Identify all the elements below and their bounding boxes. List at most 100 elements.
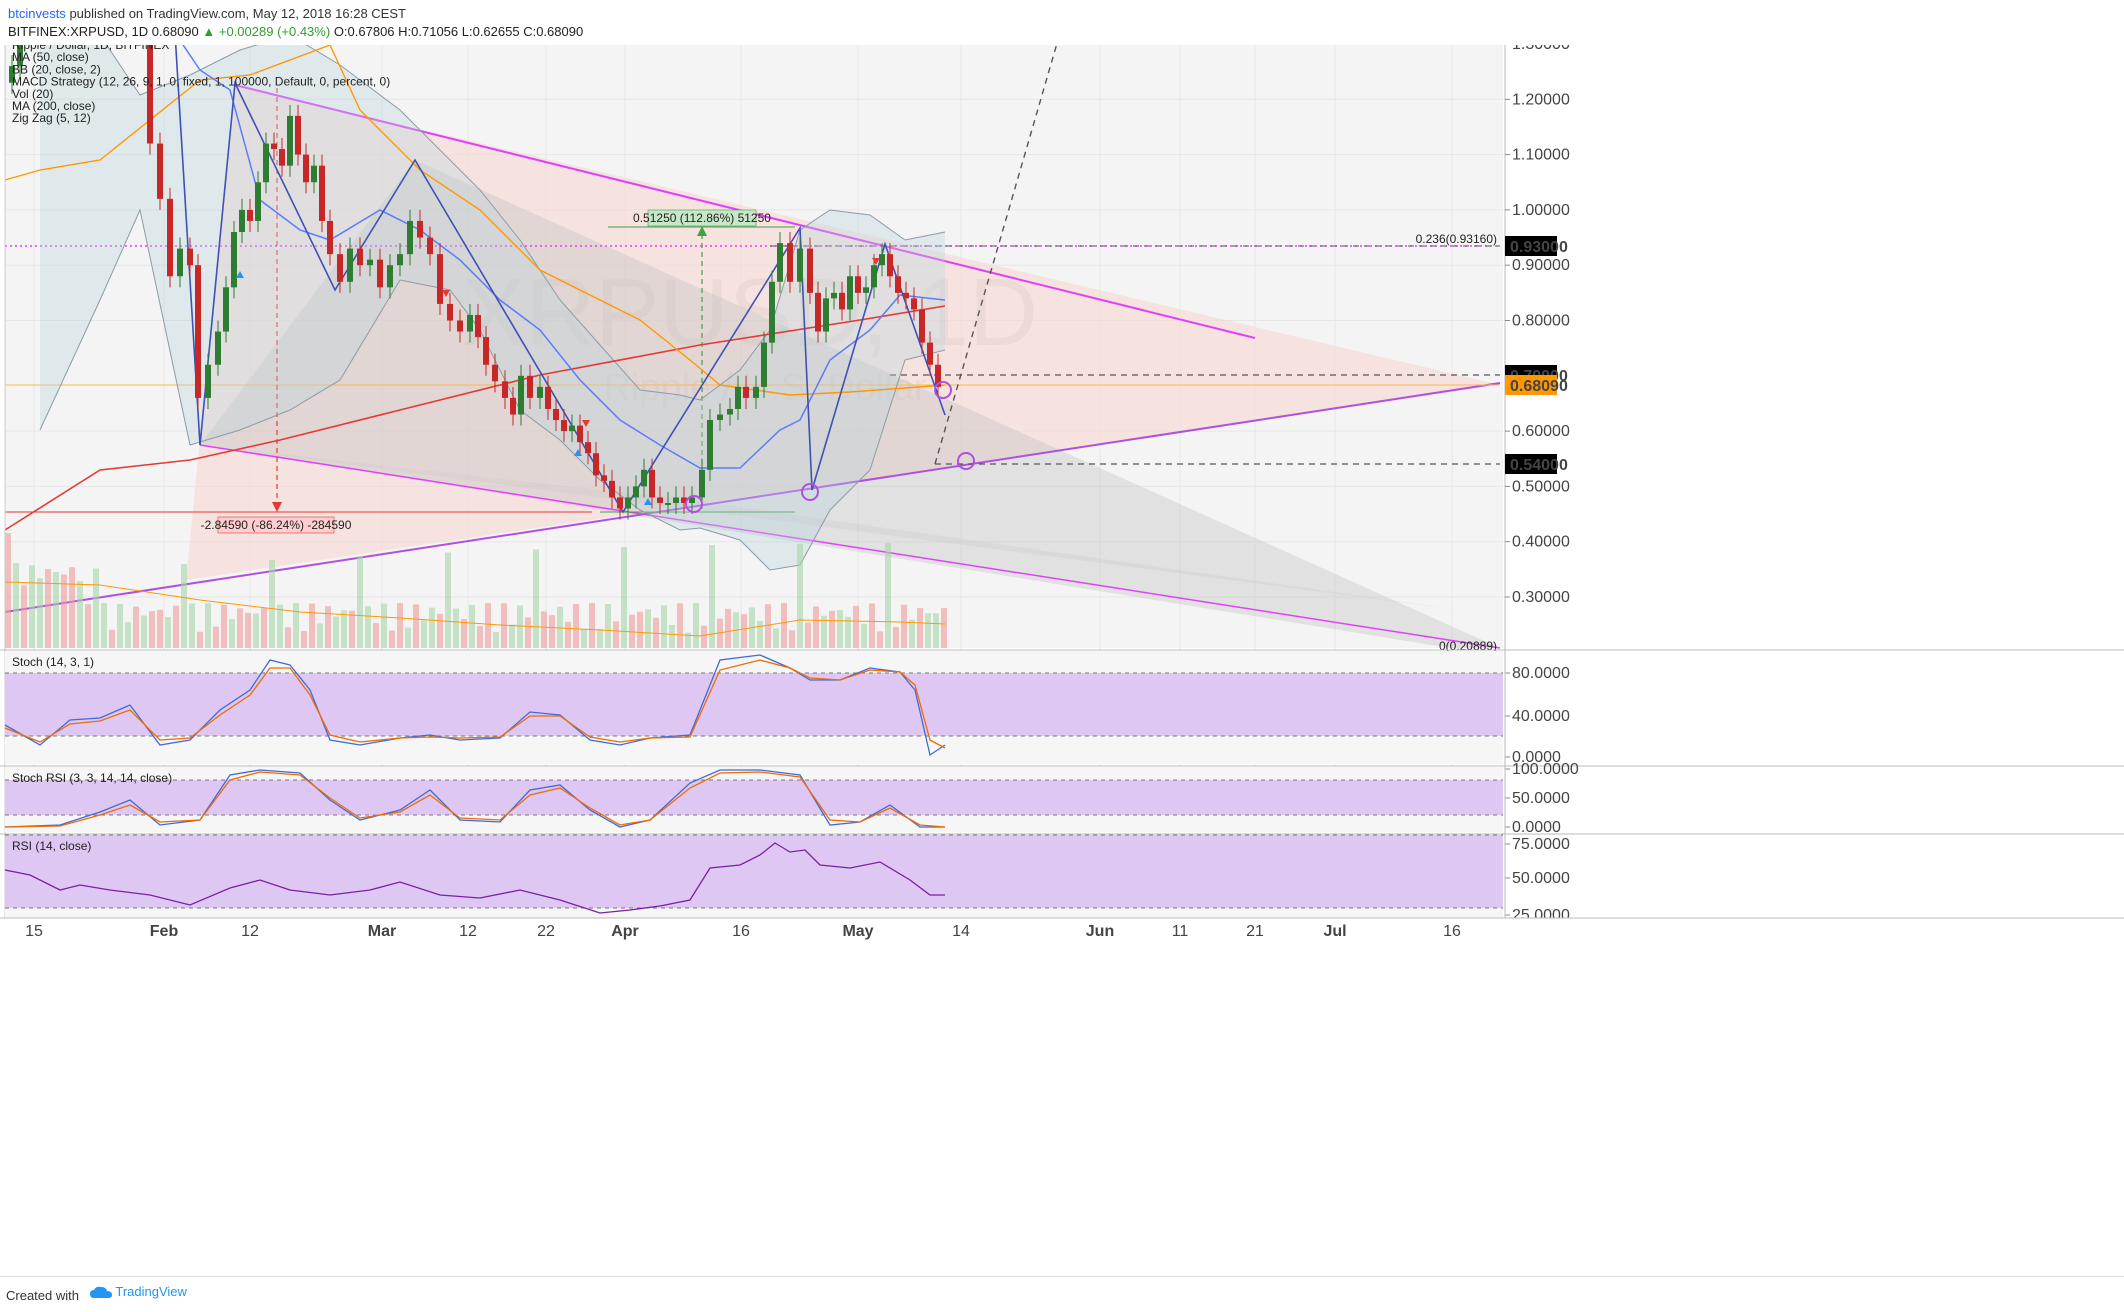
candle-body <box>727 408 733 415</box>
candle-body <box>407 220 413 255</box>
candle-body <box>167 198 173 277</box>
candle-body <box>777 243 783 282</box>
candle-body <box>625 497 631 509</box>
candle-body <box>927 342 933 365</box>
candle-body <box>177 248 183 277</box>
volume-bar <box>229 619 235 648</box>
candle-body <box>601 475 607 481</box>
candle-body <box>205 364 211 398</box>
volume-bar <box>341 610 347 648</box>
price-tick-label: 0.40000 <box>1512 534 1570 551</box>
zigzag-line <box>174 45 946 514</box>
buy-arrow-icon <box>644 498 652 505</box>
volume-bar <box>853 605 859 648</box>
chart-header: btcinvests published on TradingView.com,… <box>0 0 2124 45</box>
publish-text: published on TradingView.com, May 12, 20… <box>69 6 406 21</box>
price-tick-label: 1.00000 <box>1512 202 1570 219</box>
price-label-bg <box>1505 236 1557 256</box>
lower-wedge-line <box>199 444 1501 649</box>
volume-bar <box>261 607 267 648</box>
candle-body <box>271 143 277 150</box>
candle-body <box>9 66 15 83</box>
volume-bar <box>605 604 611 648</box>
candle-body <box>447 303 453 321</box>
publish-info: btcinvests published on TradingView.com,… <box>8 6 406 21</box>
time-tick-label: Apr <box>611 923 639 940</box>
volume-bar <box>397 603 403 648</box>
volume-bar <box>613 621 619 648</box>
volume-bar <box>565 621 571 648</box>
time-tick-label: 22 <box>537 923 555 940</box>
volume-bar <box>277 604 283 648</box>
candle-body <box>397 254 403 266</box>
chart-canvas[interactable]: XRPUSD, 1DRipple / U.S. Dollar0.51250 (1… <box>0 45 2124 1276</box>
volume-bar <box>797 543 803 648</box>
candle-body <box>577 425 583 443</box>
pane-tick-label: 50.0000 <box>1512 790 1570 807</box>
candle-body <box>475 314 481 338</box>
volume-bar <box>925 613 931 648</box>
tradingview-logo[interactable]: TradingView <box>90 1284 187 1300</box>
pane-tick-label: 75.0000 <box>1512 836 1570 853</box>
volume-bar <box>741 614 747 648</box>
price-label: 0.54000 <box>1510 457 1568 474</box>
volume-bar <box>181 564 187 648</box>
volume-ma-line <box>4 581 946 637</box>
volume-bar <box>917 608 923 648</box>
volume-bar <box>21 585 27 648</box>
candle-body <box>935 364 941 387</box>
volume-bar <box>429 607 435 648</box>
volume-bar <box>877 631 883 648</box>
volume-bar <box>597 628 603 648</box>
measure-up-label: 0.51250 (112.86%) 51250 <box>633 211 771 225</box>
candle-body <box>147 45 153 144</box>
author-link[interactable]: btcinvests <box>8 6 66 21</box>
symbol-ohlc: BITFINEX:XRPUSD, 1D 0.68090 ▲ +0.00289 (… <box>8 24 583 39</box>
candle-body <box>483 337 489 365</box>
legend-line: Vol (20) <box>12 87 53 101</box>
macd-strategy-line <box>182 45 946 469</box>
candle-body <box>510 397 516 415</box>
candle-body <box>919 309 925 343</box>
cloud-icon <box>90 1286 112 1298</box>
volume-bar <box>157 609 163 648</box>
candle-body <box>847 276 853 310</box>
candle-body <box>717 414 723 421</box>
candle-body <box>195 265 201 398</box>
volume-bar <box>389 630 395 648</box>
signal-circle <box>801 483 819 501</box>
candle-body <box>467 314 473 332</box>
chart-footer: Created with TradingView <box>0 1276 2124 1312</box>
time-tick-label: 16 <box>1443 923 1461 940</box>
volume-bar <box>189 603 195 648</box>
candle-body <box>295 115 301 155</box>
sell-arrow-icon <box>872 258 880 265</box>
legend-line: MACD Strategy (12, 26, 9, 1, 0, fixed, 1… <box>12 75 390 89</box>
candle-body <box>518 375 524 415</box>
volume-bar <box>317 623 323 648</box>
candle-body <box>437 254 443 304</box>
volume-bar <box>645 609 651 648</box>
sell-arrow-icon <box>442 290 450 297</box>
pane-tick-label: 40.0000 <box>1512 708 1570 725</box>
time-tick-label: 21 <box>1246 923 1264 940</box>
candle-body <box>337 254 343 282</box>
volume-bar <box>45 569 51 648</box>
signal-circle <box>957 452 975 470</box>
volume-bar <box>269 559 275 648</box>
signal-circle <box>934 381 952 399</box>
candle-body <box>287 115 293 166</box>
price-tick-label: 0.30000 <box>1512 589 1570 606</box>
volume-bar <box>77 581 83 648</box>
candle-body <box>327 220 333 255</box>
candle-body <box>895 276 901 293</box>
volume-bar <box>205 603 211 648</box>
volume-bar <box>365 606 371 648</box>
candle-body <box>231 232 237 288</box>
volume-bar <box>589 603 595 648</box>
candle-body <box>255 182 261 221</box>
volume-bar <box>69 567 75 648</box>
price-axis-bg <box>1505 45 2124 918</box>
volume-bar <box>437 613 443 648</box>
price-tick-label: 1.10000 <box>1512 147 1570 164</box>
